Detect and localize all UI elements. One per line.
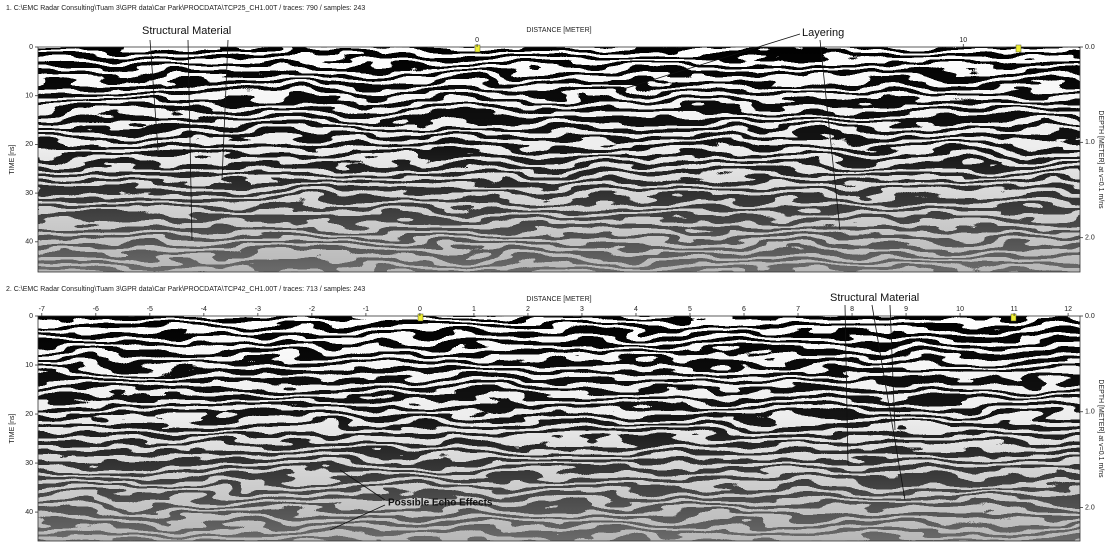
x-tick-label: 10	[956, 306, 964, 313]
marker	[1015, 44, 1022, 53]
x-tick-label: 6	[742, 306, 746, 313]
y2-axis-label: DEPTH [METER] at v=0.1 m/ns	[1097, 110, 1104, 209]
x-tick-label: -1	[363, 306, 369, 313]
annotation: Structural Material	[830, 292, 919, 304]
y2-tick-label: 2.0	[1085, 235, 1095, 242]
y2-tick-label: 1.0	[1085, 139, 1095, 146]
y2-axis-label: DEPTH [METER] at v=0.1 m/ns	[1097, 379, 1104, 478]
x-tick-label: 8	[850, 306, 854, 313]
y-tick-label: 0	[29, 313, 33, 320]
x-tick-label: 9	[904, 306, 908, 313]
x-axis-label: DISTANCE [METER]	[526, 296, 591, 303]
y-tick-label: 20	[25, 141, 33, 148]
y2-tick-label: 2.0	[1085, 504, 1095, 511]
annotation: Possible Echo Effects	[388, 498, 493, 509]
x-tick-label: 0	[418, 306, 422, 313]
x-tick-label: 3	[580, 306, 584, 313]
x-tick-label: -2	[309, 306, 315, 313]
x-tick-label: -6	[93, 306, 99, 313]
y-tick-label: 10	[25, 93, 33, 100]
y-axis-label: TIME [ns]	[9, 413, 16, 443]
y-tick-label: 40	[25, 239, 33, 246]
file-header: 2. C:\EMC Radar Consulting\Tuam 3\GPR da…	[6, 286, 365, 293]
plot-frame	[37, 315, 1081, 542]
annotation: Structural Material	[142, 25, 231, 37]
pointer	[149, 39, 229, 241]
pointer	[329, 469, 386, 531]
y2-tick-label: 0.0	[1085, 313, 1095, 320]
radargram-2	[38, 316, 1080, 541]
plot-frame	[37, 46, 1081, 273]
y-tick-label: 0	[29, 44, 33, 51]
x-tick-label: 7	[796, 306, 800, 313]
y-tick-label: 20	[25, 411, 33, 418]
x-tick-label: 2	[526, 306, 530, 313]
x-tick-label: 12	[1064, 306, 1072, 313]
y-tick-label: 10	[25, 362, 33, 369]
x-tick-label: -3	[255, 306, 261, 313]
marker	[1010, 313, 1017, 322]
x-tick-label: -7	[39, 306, 45, 313]
y2-tick-label: 0.0	[1085, 44, 1095, 51]
marker	[474, 44, 481, 53]
y-tick-label: 30	[25, 190, 33, 197]
pointer	[844, 304, 906, 501]
y-tick-label: 30	[25, 460, 33, 467]
y-tick-label: 40	[25, 509, 33, 516]
x-tick-label: 5	[688, 306, 692, 313]
x-axis-label: DISTANCE [METER]	[526, 27, 591, 34]
x-tick-label: 0	[475, 37, 479, 44]
x-tick-label: 10	[959, 37, 967, 44]
x-tick-label: 4	[634, 306, 638, 313]
x-tick-label: 1	[472, 306, 476, 313]
x-tick-label: -5	[147, 306, 153, 313]
x-tick-label: -4	[201, 306, 207, 313]
x-tick-label: 11	[1010, 306, 1017, 313]
file-header: 1. C:\EMC Radar Consulting\Tuam 3\GPR da…	[6, 5, 365, 12]
marker	[417, 313, 424, 322]
y2-tick-label: 1.0	[1085, 409, 1095, 416]
radargram-1	[38, 47, 1080, 272]
annotation: Layering	[802, 27, 844, 39]
pointer	[619, 33, 841, 231]
y-axis-label: TIME [ns]	[9, 144, 16, 174]
